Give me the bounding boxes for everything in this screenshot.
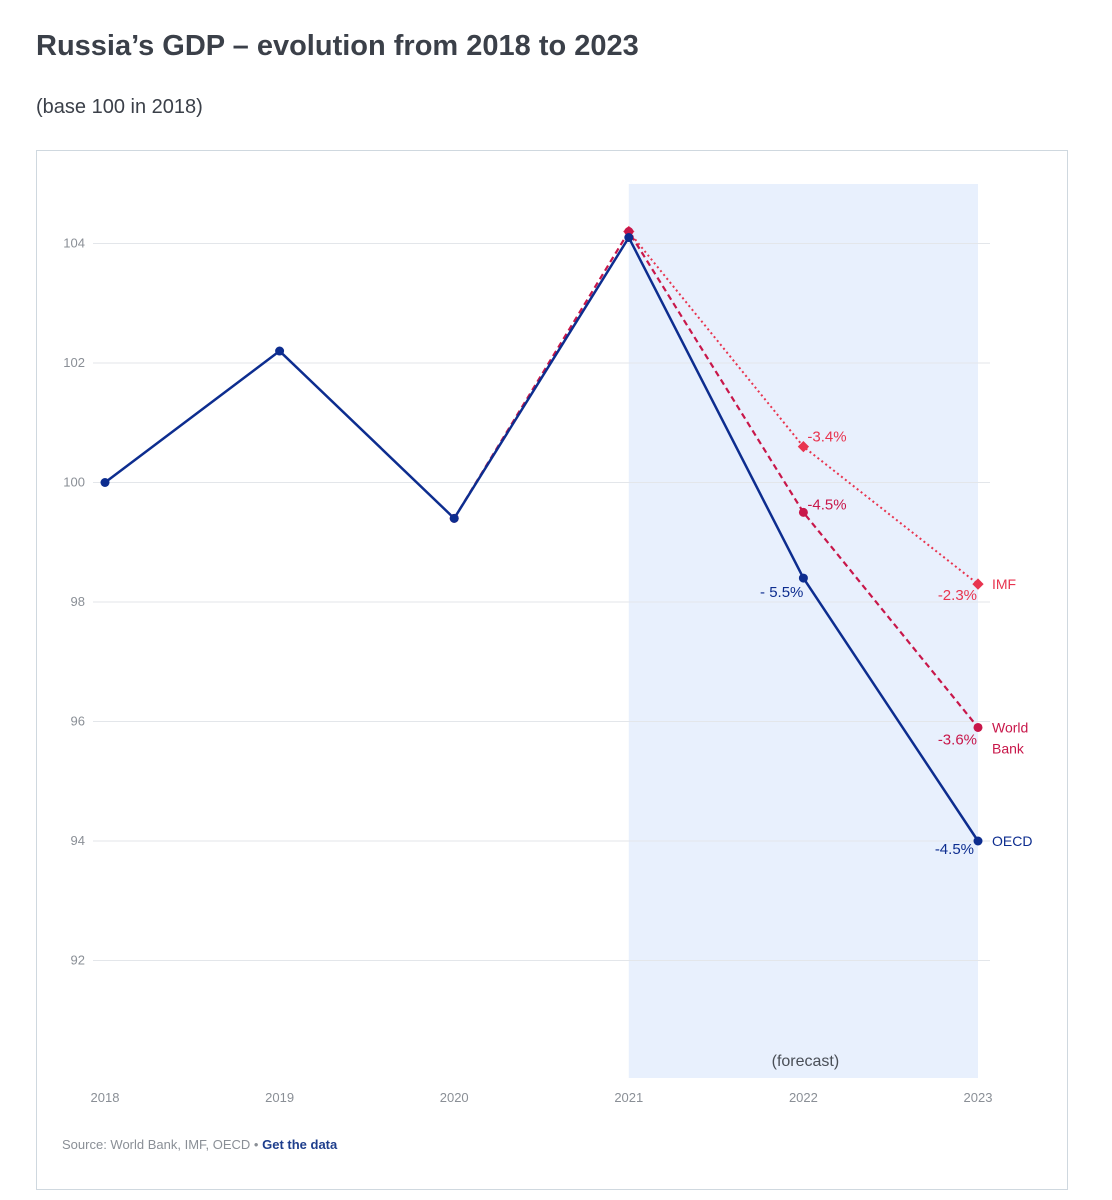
oecd-marker-2018 <box>101 478 110 487</box>
x-tick-2018: 2018 <box>91 1090 120 1105</box>
oecd-label-2022: - 5.5% <box>760 584 803 601</box>
x-tick-2022: 2022 <box>789 1090 818 1105</box>
x-tick-2023: 2023 <box>964 1090 993 1105</box>
source-note: Source: World Bank, IMF, OECD • Get the … <box>62 1137 337 1152</box>
x-axis-ticks: 2018 2019 2020 2021 2022 2023 <box>91 1090 993 1105</box>
y-tick-92: 92 <box>71 953 85 968</box>
forecast-label: (forecast) <box>772 1053 840 1070</box>
get-the-data-link[interactable]: Get the data <box>262 1137 337 1152</box>
world-bank-series-label-line-0: World <box>992 719 1028 735</box>
source-text: Source: World Bank, IMF, OECD • <box>62 1137 258 1152</box>
gdp-line-chart: (forecast) 92 94 96 98 100 102 104 2018 2019 202… <box>0 0 1112 1200</box>
oecd-label-2023: -4.5% <box>935 841 974 858</box>
world-bank-series-label: World Bank <box>992 719 1028 756</box>
oecd-marker-2019 <box>275 347 284 356</box>
x-tick-2019: 2019 <box>265 1090 294 1105</box>
x-tick-2020: 2020 <box>440 1090 469 1105</box>
oecd-marker-2023 <box>974 837 983 846</box>
oecd-marker-2021 <box>624 233 633 242</box>
x-tick-2021: 2021 <box>614 1090 643 1105</box>
y-tick-94: 94 <box>71 833 85 848</box>
oecd-marker-2020 <box>450 514 459 523</box>
world-bank-label-2023: -3.6% <box>938 731 977 748</box>
y-tick-102: 102 <box>63 355 85 370</box>
oecd-series-label: OECD <box>992 833 1032 849</box>
imf-label-2022: -3.4% <box>807 429 846 446</box>
y-axis-ticks: 92 94 96 98 100 102 104 <box>63 236 85 968</box>
y-tick-100: 100 <box>63 475 85 490</box>
oecd-marker-2022 <box>799 574 808 583</box>
world-bank-label-2022: -4.5% <box>807 496 846 513</box>
imf-series-label: IMF <box>992 576 1016 592</box>
forecast-band <box>629 184 978 1078</box>
y-tick-98: 98 <box>71 594 85 609</box>
y-tick-96: 96 <box>71 714 85 729</box>
y-tick-104: 104 <box>63 236 85 251</box>
series-labels: OECD World Bank IMF <box>992 576 1032 849</box>
imf-label-2023: -2.3% <box>938 587 977 604</box>
world-bank-series-label-line-1: Bank <box>992 740 1025 756</box>
